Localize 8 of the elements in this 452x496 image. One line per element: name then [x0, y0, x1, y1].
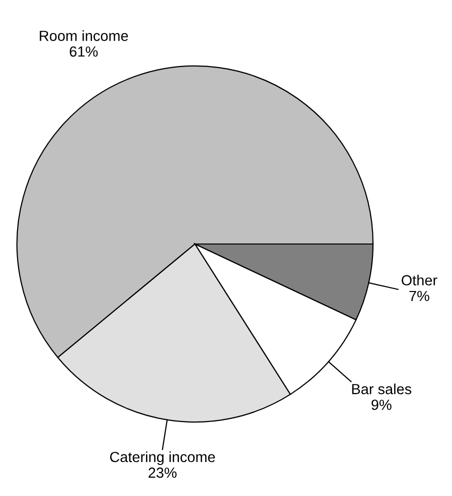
data-label: 61%: [70, 46, 98, 57]
slice-label: Room income: [40, 30, 128, 41]
slice-label: Bar sales: [352, 384, 412, 394]
data-label: 7%: [409, 290, 430, 302]
slice-label: Other: [402, 274, 438, 286]
data-label: 9%: [372, 400, 392, 410]
data-label: 23%: [148, 468, 177, 478]
slice-label: Catering income: [110, 451, 215, 466]
